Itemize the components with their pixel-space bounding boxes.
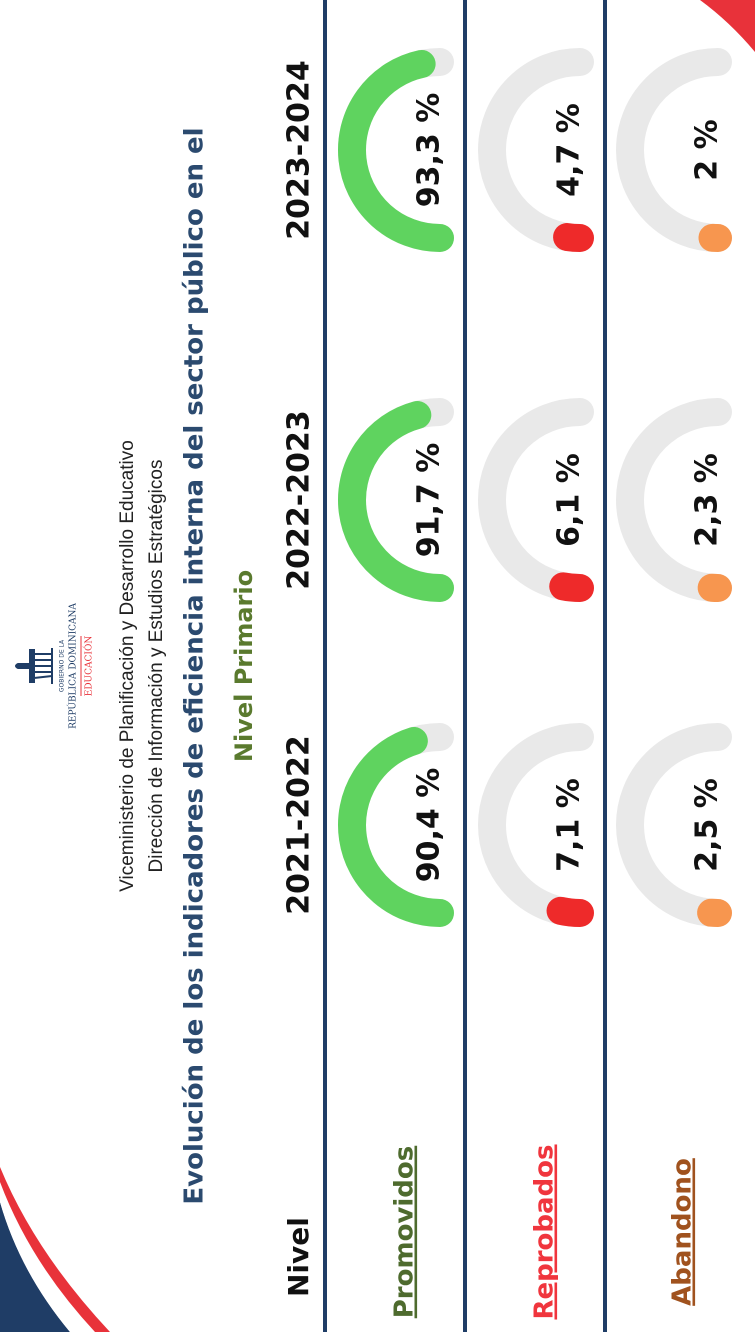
chart-title: Evolución de los indicadores de eficienc… (180, 127, 210, 1204)
value-label: 2,5 % (690, 778, 725, 872)
header-2: Dirección de Información y Estudios Estr… (146, 460, 167, 873)
gauge-value (338, 400, 454, 602)
value-label: 7,1 % (552, 778, 587, 872)
logo-sub: EDUCACIÓN (83, 636, 95, 697)
value-label: 6,1 % (552, 453, 587, 547)
logo-name: REPÚBLICA DOMINICANA (67, 603, 79, 729)
gauge-track (616, 48, 732, 252)
corner-decoration (0, 1202, 70, 1332)
gauge-track (478, 48, 594, 252)
gauge-value (553, 223, 594, 252)
gauge-track (478, 398, 594, 602)
row-label: Reprobados (530, 1144, 560, 1319)
value-label: 90,4 % (412, 768, 447, 883)
row-label: Promovidos (390, 1146, 420, 1319)
row-header: Nivel (282, 1217, 315, 1297)
gauge-value (546, 896, 594, 927)
gauge-track (616, 723, 732, 927)
gauge-value (549, 572, 594, 602)
header-1: Viceministerio de Planificación y Desarr… (117, 440, 138, 892)
row-label: Abandono (668, 1158, 698, 1306)
chart-subtitle: Nivel Primario (230, 570, 258, 762)
corner-decoration (700, 0, 755, 52)
gauge-track (616, 398, 732, 602)
gauge-track (478, 723, 594, 927)
logo-top: GOBIERNO DE LA (59, 639, 66, 692)
column-label: 2022-2023 (282, 410, 317, 589)
column-label: 2021-2022 (282, 735, 317, 914)
corner-decoration (0, 1182, 95, 1332)
value-label: 4,7 % (552, 103, 587, 197)
logo (15, 648, 53, 684)
logo-icon (15, 648, 53, 684)
gauge-value (338, 49, 454, 252)
value-label: 2,3 % (690, 453, 725, 547)
value-label: 91,7 % (412, 443, 447, 558)
column-label: 2023-2024 (282, 60, 317, 239)
value-label: 2 % (690, 119, 725, 180)
gauge-value (338, 726, 454, 927)
value-label: 93,3 % (412, 93, 447, 208)
